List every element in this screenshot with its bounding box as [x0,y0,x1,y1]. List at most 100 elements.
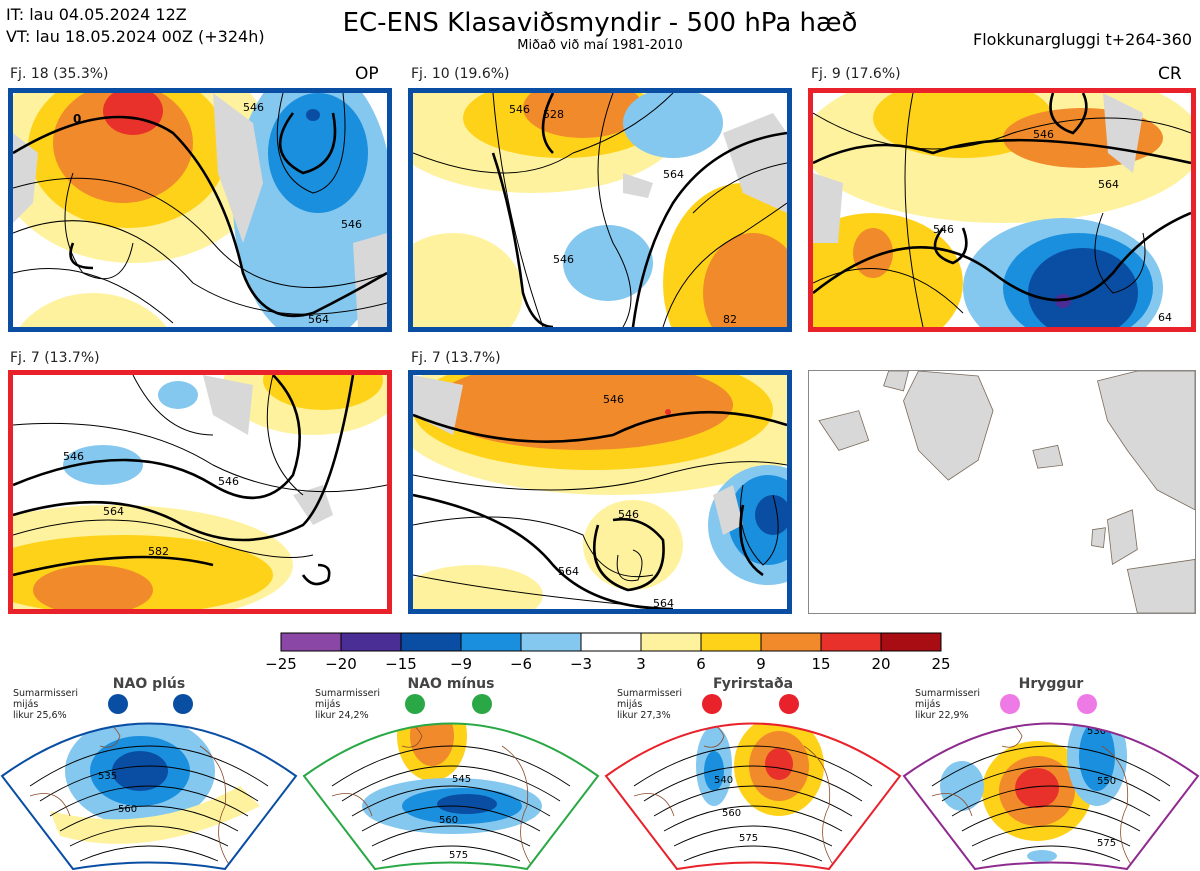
colorbar-swatch [520,632,582,652]
colorbar-swatch [280,632,342,652]
regime-contour-label: 560 [722,808,741,819]
colorbar-swatch [820,632,882,652]
contour-label: 546 [1033,128,1054,141]
regime-note-line: likur 22,9% [915,710,969,721]
regime-dot [108,694,128,714]
colorbar-tick-label: −6 [509,655,533,673]
colorbar-swatch [640,632,702,652]
regime-note: Sumarmisseri mijás likur 27,3% [617,688,682,721]
colorbar-swatch [700,632,762,652]
contour-label: 564 [558,565,579,578]
regime-dot [779,694,799,714]
regime-contour-label: 575 [449,850,468,861]
contour-label: 546 [63,450,84,463]
panel-5-label: Fj. 7 (13.7%) [411,350,501,366]
contour-label: 546 [618,508,639,521]
colorbar-tick-label: 6 [696,655,706,673]
regime-dot [702,694,722,714]
contour-label: 64 [1158,311,1172,324]
cluster-window: Flokkunargluggi t+264-360 [973,30,1192,49]
contour-label: 546 [603,393,624,406]
colorbar-ticks: −25 −20 −15 −9 −6 −3 3 6 9 15 20 25 [265,655,950,675]
colorbar-tick-label: 20 [871,655,891,673]
regime-contour-label: 560 [439,815,458,826]
contour-label: 582 [148,545,169,558]
regime-title: NAO plús [112,676,186,692]
regime-note-line: likur 25,6% [13,710,67,721]
cluster-map-1: 0 546 546 564 564 [8,88,392,332]
contour-label: 546 [341,218,362,231]
regime-note-line: mijás [315,699,341,710]
regime-panel: 530 550 575 Hryggur Sumarmisseri mijás likur 2… [902,676,1200,871]
page-subtitle: Miðað við maí 1981-2010 [517,38,683,53]
colorbar-swatch [760,632,822,652]
contour-label: 564 [653,597,674,609]
panel-3-tag: CR [1158,64,1182,84]
contour-label: 546 [218,475,239,488]
regime-dot [472,694,492,714]
panel-3-label: Fj. 9 (17.6%) [811,66,901,82]
colorbar [280,632,942,652]
regime-note-line: likur 27,3% [617,710,671,721]
regime-dot [1077,694,1097,714]
contour-label: 0 [73,112,81,126]
panel-2-label: Fj. 10 (19.6%) [411,66,510,82]
panel-1-label: Fj. 18 (35.3%) [10,66,109,82]
contour-label: 546 [933,223,954,236]
regime-note-line: mijás [617,699,643,710]
regime-note: Sumarmisseri mijás likur 22,9% [915,688,980,721]
regime-contour-label: 545 [452,774,471,785]
cluster-map-2: 528 546 546 564 82 [408,88,792,332]
cluster-map-3: 546 564 546 64 [808,88,1196,332]
regime-panel: 535 560 NAO plús Sumarmisseri mijás likur 25,… [0,676,298,871]
regime-contour-label: 540 [714,775,733,786]
contour-label: 528 [543,108,564,121]
regime-note-line: Sumarmisseri [617,688,683,699]
colorbar-tick-label: 25 [931,655,951,673]
colorbar-tick-label: −3 [569,655,593,673]
colorbar-tick-label: −9 [449,655,473,673]
regime-title: NAO mínus [407,676,495,692]
regime-contour-label: 575 [739,833,758,844]
regime-note-line: Sumarmisseri [13,688,79,699]
regime-contour-label: 535 [98,771,117,782]
contour-label: 564 [103,505,124,518]
regime-note-line: Sumarmisseri [315,688,381,699]
colorbar-swatch [460,632,522,652]
regime-contour-label: 575 [1097,838,1116,849]
page-title: EC-ENS Klasaviðsmyndir - 500 hPa hæð [342,8,858,38]
regime-note-line: mijás [915,699,941,710]
regime-note: Sumarmisseri mijás likur 25,6% [13,688,78,721]
valid-time: VT: lau 18.05.2024 00Z (+324h) [6,27,265,46]
colorbar-tick-label: −15 [385,655,417,673]
regime-note: Sumarmisseri mijás likur 24,2% [315,688,380,721]
initial-time: IT: lau 04.05.2024 12Z [6,5,187,24]
regime-title: Hryggur [1018,676,1084,692]
regime-note-line: likur 24,2% [315,710,369,721]
regime-dot [405,694,425,714]
regime-dot [173,694,193,714]
colorbar-swatch [580,632,642,652]
regime-note-line: Sumarmisseri [915,688,981,699]
contour-label: 564 [663,168,684,181]
colorbar-tick-label: 15 [811,655,831,673]
colorbar-swatch [400,632,462,652]
regime-title: Fyrirstaða [712,676,794,692]
regime-contour-label: 560 [118,804,137,815]
regime-panel: 540 560 575 Fyrirstaða Sumarmisseri mijás liku… [604,676,902,871]
panel-1-tag: OP [355,64,379,84]
contour-label: 564 [308,313,329,326]
cluster-map-4: 546 564 582 546 [8,370,392,614]
colorbar-swatch [340,632,402,652]
colorbar-tick-label: 3 [636,655,646,673]
regime-note-line: mijás [13,699,39,710]
colorbar-tick-label: −20 [325,655,357,673]
colorbar-tick-label: 9 [756,655,766,673]
contour-label: 82 [723,313,737,326]
header-info: IT: lau 04.05.2024 12Z VT: lau 18.05.202… [6,4,265,48]
regime-contour-label: 530 [1087,726,1106,737]
panel-4-label: Fj. 7 (13.7%) [10,350,100,366]
contour-label: 546 [509,103,530,116]
regime-dot [1000,694,1020,714]
regime-contour-label: 550 [1097,776,1116,787]
